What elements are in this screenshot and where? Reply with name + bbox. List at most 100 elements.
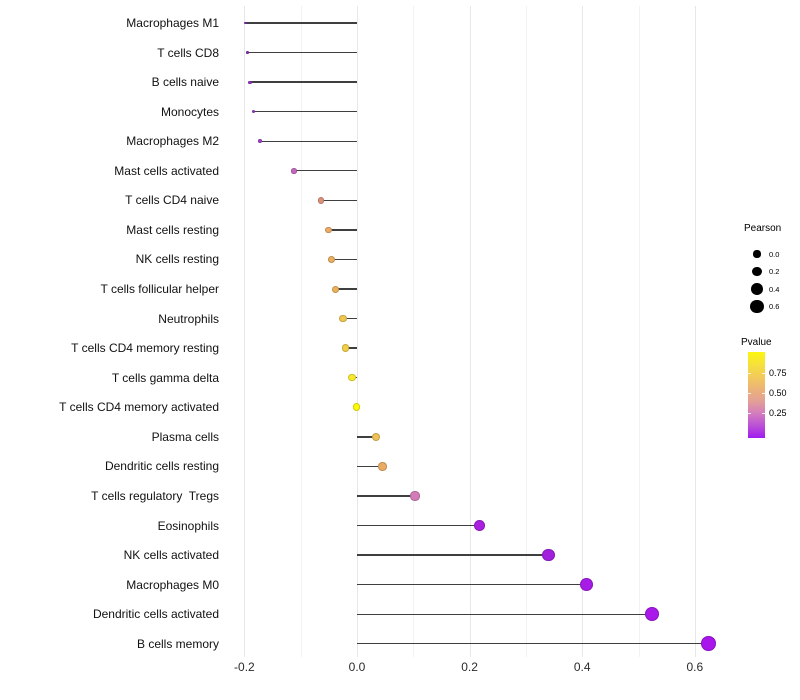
category-label: Macrophages M2 — [126, 134, 219, 149]
category-label: B cells naive — [151, 75, 219, 90]
colorbar-tick — [748, 413, 751, 414]
category-label: Dendritic cells resting — [104, 459, 219, 474]
x-tick-label: 0.4 — [573, 660, 591, 674]
category-label: B cells memory — [136, 636, 219, 651]
lollipop-stem — [357, 583, 587, 586]
lollipop-stem — [357, 554, 549, 556]
lollipop-stem — [260, 140, 357, 142]
pvalue-colorbar — [748, 352, 765, 438]
lollipop-dot — [258, 139, 263, 144]
lollipop-dot — [542, 548, 555, 562]
lollipop-stem — [320, 199, 357, 202]
lollipop-dot — [251, 110, 256, 114]
lollipop-stem — [357, 643, 709, 645]
lollipop-dot — [331, 285, 339, 293]
grid-major-line — [357, 6, 358, 657]
lollipop-stem — [331, 258, 357, 261]
lollipop-stem — [342, 317, 357, 320]
lollipop-stem — [247, 51, 357, 54]
lollipop-stem — [245, 22, 357, 24]
lollipop-dot — [317, 197, 325, 204]
category-label: T cells gamma delta — [111, 370, 219, 385]
size-legend-label: 0.0 — [769, 249, 780, 259]
colorbar-label: 0.75 — [769, 368, 787, 378]
grid-minor-line — [413, 6, 415, 657]
size-legend-title: Pearson — [744, 223, 782, 234]
lollipop-dot — [352, 403, 361, 412]
lollipop-stem — [328, 229, 357, 231]
lollipop-stem — [253, 110, 357, 113]
grid-major-line — [694, 6, 696, 657]
grid-minor-line — [300, 6, 302, 657]
lollipop-dot — [372, 432, 381, 441]
colorbar-label: 0.25 — [769, 408, 787, 418]
lollipop-dot — [324, 226, 332, 234]
lollipop-dot — [645, 607, 660, 622]
lollipop-stem — [357, 436, 377, 438]
category-label: Eosinophils — [157, 518, 219, 533]
colorbar-tick — [748, 373, 751, 374]
colorbar-tick — [762, 413, 765, 414]
grid-major-line — [244, 6, 246, 657]
colorbar-tick — [762, 393, 765, 394]
category-label: Neutrophils — [158, 311, 219, 326]
size-legend-dot — [751, 283, 763, 295]
size-legend-label: 0.6 — [769, 302, 780, 311]
lollipop-stem — [335, 288, 357, 290]
lollipop-dot — [378, 462, 387, 471]
lollipop-dot — [339, 314, 347, 323]
lollipop-dot — [579, 578, 593, 592]
category-label: T cells regulatory Tregs — [91, 488, 219, 503]
lollipop-dot — [328, 256, 336, 263]
x-tick-label: 0.6 — [686, 660, 704, 674]
grid-minor-line — [525, 6, 527, 657]
category-label: NK cells resting — [135, 252, 219, 267]
category-label: T cells CD4 memory activated — [59, 400, 219, 415]
colorbar-tick — [762, 373, 765, 374]
x-tick-label: 0.0 — [348, 660, 366, 674]
lollipop-dot — [410, 491, 420, 501]
category-label: Plasma cells — [151, 429, 219, 444]
lollipop-stem — [357, 613, 652, 615]
lollipop-stem — [357, 524, 480, 527]
lollipop-stem — [357, 465, 383, 468]
category-label: T cells CD4 naive — [125, 193, 219, 208]
lollipop-dot — [248, 80, 252, 84]
x-tick-label: -0.2 — [234, 660, 255, 674]
lollipop-stem — [293, 170, 357, 172]
size-legend-dot — [752, 266, 762, 277]
lollipop-dot — [291, 168, 297, 174]
category-label: T cells CD4 memory resting — [71, 341, 219, 356]
category-label: NK cells activated — [123, 548, 219, 563]
category-label: Mast cells activated — [114, 163, 219, 178]
category-label: Macrophages M0 — [126, 577, 219, 592]
category-label: T cells CD8 — [157, 45, 219, 60]
grid-major-line — [469, 6, 471, 657]
size-legend-dot — [753, 250, 761, 258]
lollipop-stem — [345, 347, 357, 349]
category-label: Dendritic cells activated — [92, 607, 219, 622]
lollipop-stem — [250, 81, 357, 83]
lollipop-dot — [244, 21, 247, 25]
size-legend-label: 0.4 — [769, 284, 780, 294]
lollipop-dot — [473, 520, 485, 531]
color-legend-title: Pvalue — [741, 337, 772, 348]
grid-major-line — [582, 6, 584, 657]
plot-panel — [232, 6, 718, 657]
colorbar-tick — [748, 393, 751, 394]
category-label: Mast cells resting — [126, 222, 219, 237]
grid-minor-line — [638, 6, 640, 657]
lollipop-dot — [348, 373, 356, 382]
colorbar-label: 0.50 — [769, 388, 787, 398]
size-legend-label: 0.2 — [769, 267, 780, 276]
category-label: Macrophages M1 — [126, 16, 219, 30]
size-legend-dot — [750, 299, 764, 314]
category-label: T cells follicular helper — [100, 282, 220, 297]
lollipop-stem — [357, 495, 415, 497]
x-tick-label: 0.2 — [461, 660, 478, 674]
category-label: Monocytes — [160, 104, 219, 119]
lollipop-dot — [342, 344, 350, 352]
lollipop-dot — [245, 51, 249, 54]
lollipop-dot — [701, 636, 717, 652]
